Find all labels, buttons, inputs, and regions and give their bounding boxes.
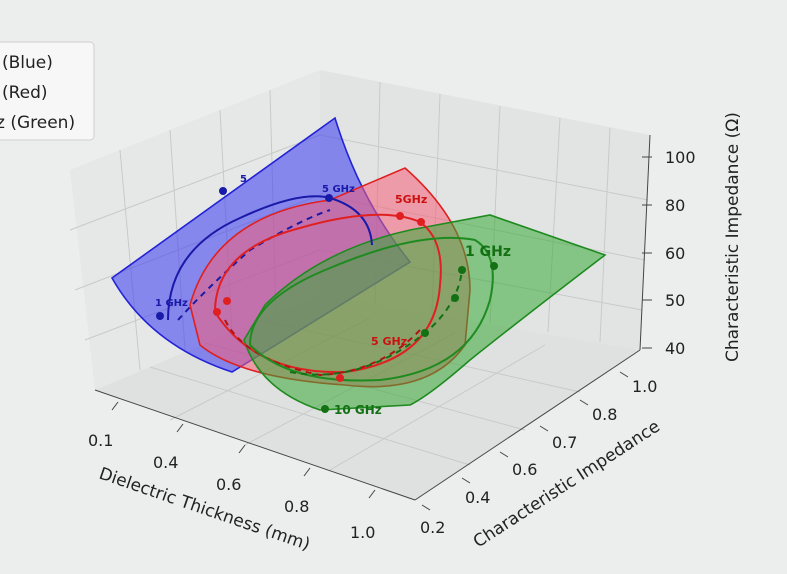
contour-blue xyxy=(167,195,373,321)
annotation: 10 GHz xyxy=(334,403,382,417)
z-tick-label: 60 xyxy=(665,244,685,263)
annotation: 1 GHz xyxy=(465,244,511,260)
x-axis-line xyxy=(94,389,416,501)
x-tick-label: 0.1 xyxy=(88,431,113,450)
y-axis-line xyxy=(414,349,641,501)
annotation: 5 GHz xyxy=(371,335,407,348)
y-tick-label: 0.2 xyxy=(420,518,445,537)
z-ticks: 100 80 60 50 40 xyxy=(642,148,696,358)
legend-label: z (Green) xyxy=(0,113,75,133)
annotation: 5GHz xyxy=(395,193,427,206)
y-tick-label: 0.8 xyxy=(592,405,617,424)
z-tick-label: 100 xyxy=(665,148,696,167)
z-axis-line xyxy=(639,134,651,351)
annotation: 1 GHz xyxy=(155,298,188,309)
contour-red-dash xyxy=(224,319,421,377)
x-tick-label: 0.4 xyxy=(153,453,178,472)
y-ticks: 0.2 0.4 0.6 0.7 0.8 1.0 xyxy=(420,371,657,537)
surface-green xyxy=(243,214,607,411)
markers xyxy=(156,187,498,413)
y-tick-label: 1.0 xyxy=(632,377,657,396)
y-tick-label: 0.7 xyxy=(552,433,577,452)
y-tick-label: 0.6 xyxy=(512,460,537,479)
contour-green xyxy=(249,236,494,382)
x-tick-label: 1.0 xyxy=(350,523,375,542)
x-tick-label: 0.8 xyxy=(284,497,309,516)
x-axis-label: Dielectric Thickness (mm) xyxy=(96,464,312,555)
contour-green-dash xyxy=(289,269,463,376)
z-tick-label: 80 xyxy=(665,196,685,215)
legend-label: (Red) xyxy=(2,83,48,103)
x-ticks: 0.1 0.4 0.6 0.8 1.0 xyxy=(88,401,375,542)
contour-red xyxy=(214,213,442,374)
x-tick-label: 0.6 xyxy=(216,475,241,494)
y-tick-label: 0.4 xyxy=(465,488,490,507)
z-tick-label: 40 xyxy=(665,339,685,358)
z-tick-label: 50 xyxy=(665,291,685,310)
z-axis-label: Characteristic Impedance (Ω) xyxy=(723,112,743,362)
legend-label: (Blue) xyxy=(2,53,53,73)
annotation: 5 xyxy=(240,174,247,185)
annotation: 5 GHz xyxy=(322,184,355,195)
legend: (Blue) (Red) z (Green) xyxy=(0,41,95,141)
